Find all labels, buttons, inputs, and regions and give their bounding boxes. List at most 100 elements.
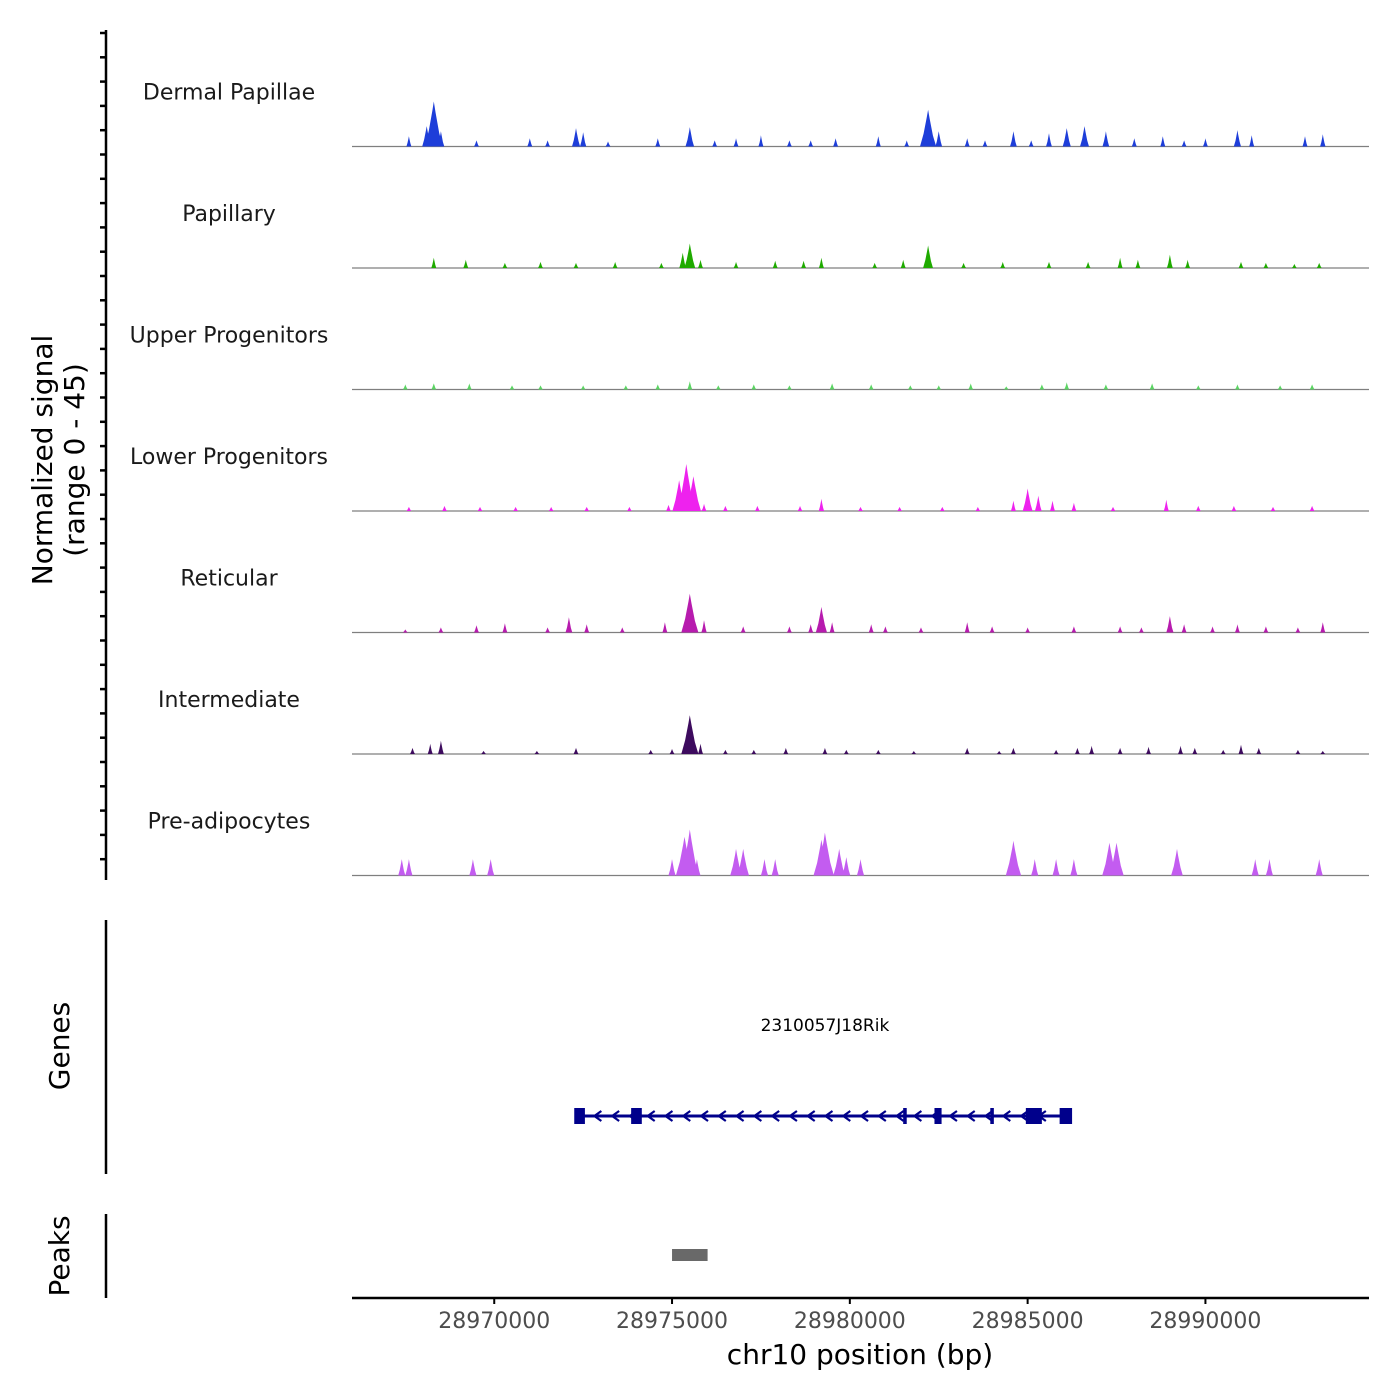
signal-peak bbox=[1053, 749, 1059, 754]
track-label: Reticular bbox=[180, 567, 278, 592]
signal-peak bbox=[856, 859, 865, 876]
signal-peak bbox=[808, 624, 814, 633]
signal-peak bbox=[701, 503, 707, 511]
signal-peak bbox=[1277, 385, 1283, 390]
strand-arrow bbox=[894, 1110, 905, 1122]
signal-peak bbox=[1316, 262, 1322, 268]
signal-peak bbox=[424, 101, 443, 147]
signal-peak bbox=[623, 385, 629, 390]
signal-peak bbox=[463, 259, 469, 268]
signal-peak bbox=[1192, 747, 1198, 754]
signal-peak bbox=[751, 749, 757, 754]
signal-peak bbox=[918, 627, 924, 633]
signal-peak bbox=[481, 750, 487, 754]
x-axis-ticks: 28970000 28975000 28980000 28985000 28990000 bbox=[438, 1298, 1261, 1334]
signal-peak bbox=[1181, 140, 1187, 147]
signal-peak bbox=[410, 747, 415, 754]
signal-peak bbox=[815, 832, 834, 876]
x-tick-label: 28985000 bbox=[972, 1309, 1084, 1334]
coverage-tracks: Dermal Papillae Papillary Upper Progenitor… bbox=[130, 81, 1369, 877]
signal-peak bbox=[687, 381, 693, 390]
signal-peak bbox=[868, 384, 874, 390]
strand-arrow bbox=[681, 1110, 691, 1122]
strand-arrow bbox=[770, 1110, 780, 1122]
strand-arrow bbox=[841, 1110, 851, 1122]
signal-peak bbox=[612, 261, 618, 268]
signal-peak bbox=[722, 505, 728, 511]
signal-peak bbox=[1249, 135, 1255, 147]
signal-peak bbox=[698, 743, 703, 754]
signal-peak bbox=[527, 138, 533, 147]
signal-peak bbox=[1117, 257, 1123, 268]
signal-peak bbox=[868, 624, 874, 633]
signal-peak bbox=[1135, 259, 1141, 268]
signal-peak bbox=[406, 506, 412, 511]
signal-peak bbox=[875, 136, 881, 147]
signal-peak bbox=[402, 629, 408, 633]
genes-panel: Genes 2310057J18Rik bbox=[43, 920, 1073, 1174]
signal-peak bbox=[1185, 259, 1191, 268]
signal-peak bbox=[771, 859, 779, 876]
signal-peak bbox=[801, 260, 807, 268]
signal-peak bbox=[545, 140, 551, 147]
signal-peak bbox=[882, 626, 888, 633]
signal-peak bbox=[1046, 261, 1052, 268]
strand-arrow bbox=[805, 1110, 816, 1122]
signal-peak bbox=[833, 138, 839, 147]
signal-peak bbox=[858, 506, 863, 511]
signal-peak bbox=[584, 624, 590, 633]
signal-peak bbox=[1234, 624, 1240, 633]
signal-peak bbox=[758, 135, 764, 147]
signal-peak bbox=[1256, 747, 1262, 754]
signal-peak bbox=[1263, 262, 1269, 268]
signal-peak bbox=[730, 848, 742, 876]
signal-peak bbox=[502, 623, 508, 633]
signal-peak bbox=[1000, 261, 1006, 268]
signal-peak bbox=[469, 859, 477, 876]
signal-peak bbox=[842, 857, 851, 876]
signal-peak bbox=[1320, 750, 1326, 754]
x-axis-title: chr10 position (bp) bbox=[727, 1338, 993, 1371]
signal-peak bbox=[626, 506, 632, 511]
signal-peak bbox=[427, 743, 433, 754]
signal-peak bbox=[751, 384, 757, 390]
signal-peak bbox=[843, 749, 849, 754]
signal-peak bbox=[655, 138, 661, 147]
signal-peak bbox=[722, 749, 728, 754]
signal-peak bbox=[920, 109, 937, 147]
signal-peak bbox=[1195, 505, 1201, 511]
signal-peak bbox=[438, 740, 444, 754]
signal-peak bbox=[1046, 133, 1052, 147]
signal-peak bbox=[1138, 627, 1144, 633]
strand-arrow bbox=[983, 1110, 994, 1122]
signal-peak bbox=[1062, 128, 1071, 147]
signal-peak bbox=[982, 140, 988, 147]
signal-peak bbox=[679, 252, 687, 268]
signal-peak bbox=[1320, 134, 1326, 147]
strand-arrow bbox=[734, 1110, 745, 1122]
signal-peak bbox=[1315, 859, 1323, 876]
signal-peak bbox=[907, 385, 913, 390]
signal-peak bbox=[438, 627, 444, 633]
signal-peak bbox=[1166, 254, 1173, 268]
signal-peak bbox=[1050, 500, 1055, 511]
signal-peak bbox=[698, 259, 703, 268]
signal-peak bbox=[935, 131, 943, 147]
x-tick-label: 28975000 bbox=[616, 1309, 728, 1334]
signal-peak bbox=[1071, 502, 1077, 511]
signal-peak bbox=[1022, 488, 1033, 511]
signal-peak bbox=[1025, 627, 1031, 633]
signal-peak bbox=[1270, 506, 1276, 511]
track-label: Pre-adipocytes bbox=[148, 810, 311, 835]
signal-peak bbox=[1291, 263, 1297, 268]
signal-peak bbox=[786, 385, 792, 390]
signal-peak bbox=[666, 504, 671, 511]
signal-peak bbox=[754, 505, 760, 511]
signal-peak bbox=[685, 476, 701, 511]
signal-peak bbox=[797, 505, 803, 511]
strand-arrow bbox=[859, 1110, 869, 1122]
signal-peak bbox=[662, 622, 668, 633]
signal-peak bbox=[1210, 626, 1215, 633]
strand-arrow bbox=[948, 1110, 958, 1122]
